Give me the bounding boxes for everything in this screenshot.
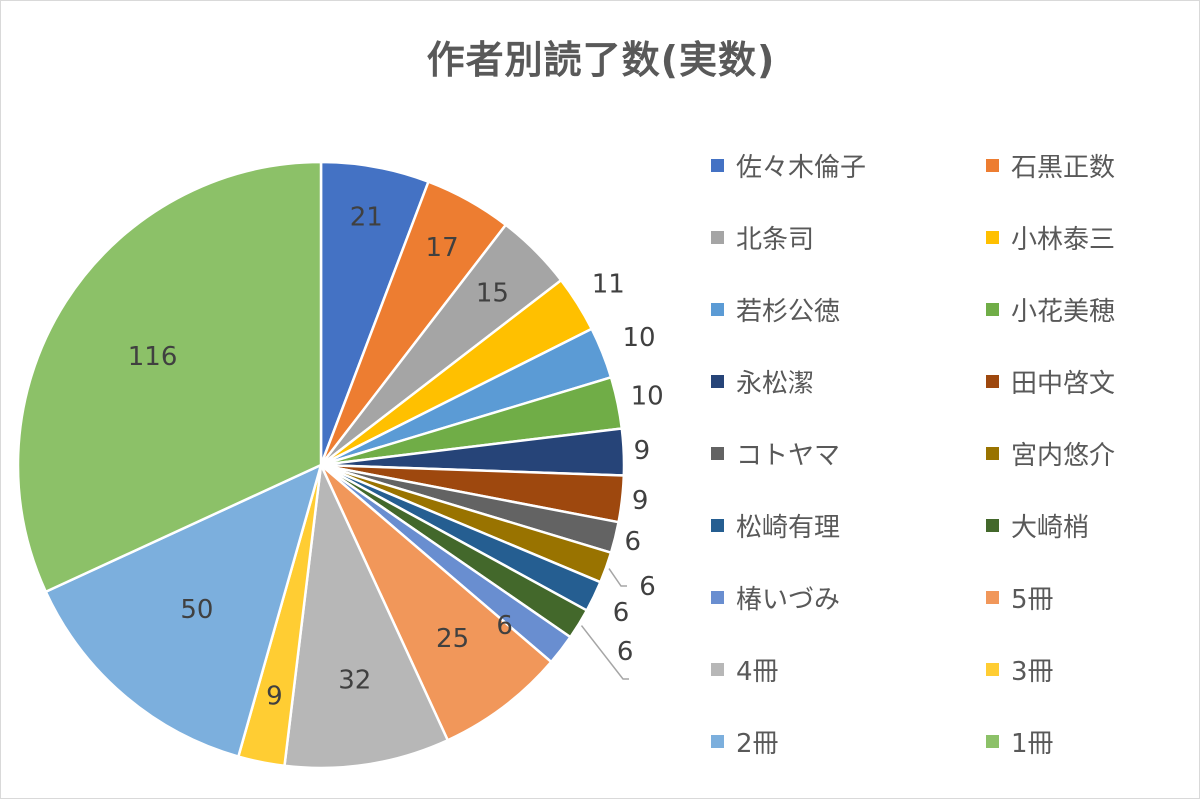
- data-label-18: 116: [128, 342, 178, 372]
- data-label-14: 25: [436, 624, 469, 654]
- legend-item-8: 田中啓文: [986, 363, 1115, 399]
- legend-swatch: [986, 446, 999, 460]
- legend-item-5: 若杉公徳: [711, 291, 840, 327]
- legend-swatch: [711, 374, 724, 388]
- data-label-13: 6: [496, 611, 513, 641]
- data-label-3: 15: [476, 279, 509, 309]
- data-label-6: 10: [631, 382, 664, 412]
- legend-item-17: 2冊: [711, 723, 779, 759]
- pie-slice-17: [44, 463, 323, 758]
- legend-label: 北条司: [736, 224, 815, 255]
- legend-label: 石黒正数: [1011, 152, 1116, 183]
- data-label-11: 6: [613, 598, 630, 628]
- legend-label: 大崎梢: [1011, 512, 1090, 543]
- legend-label: 佐々木倫子: [736, 152, 867, 183]
- legend-swatch: [711, 158, 724, 172]
- legend-swatch: [986, 518, 999, 532]
- legend-swatch: [986, 230, 999, 244]
- legend-label: 若杉公徳: [736, 296, 841, 327]
- legend-label: 椿いづみ: [736, 584, 841, 615]
- data-label-2: 17: [426, 233, 459, 263]
- legend-item-12: 大崎梢: [986, 507, 1089, 543]
- data-label-16: 9: [266, 682, 283, 712]
- data-label-8: 9: [632, 486, 649, 516]
- legend-swatch: [711, 662, 724, 676]
- data-label-12: 6: [617, 637, 634, 667]
- legend-label: コトヤマ: [736, 440, 841, 471]
- pie-slice-18: [16, 160, 323, 593]
- legend-label: 小花美穂: [1011, 296, 1116, 327]
- legend-label: 5冊: [1011, 584, 1054, 615]
- data-label-4: 11: [592, 269, 625, 299]
- data-label-1: 21: [350, 203, 383, 233]
- legend-swatch: [986, 302, 999, 316]
- legend-item-18: 1冊: [986, 723, 1054, 759]
- legend-item-7: 永松潔: [711, 363, 814, 399]
- pie-slice-14: [319, 463, 553, 742]
- legend-label: 永松潔: [736, 368, 815, 399]
- legend-item-15: 4冊: [711, 651, 779, 687]
- leader-line-12: [580, 625, 629, 680]
- legend-item-14: 5冊: [986, 579, 1054, 615]
- legend-item-4: 小林泰三: [986, 219, 1115, 255]
- data-label-5: 10: [622, 323, 655, 353]
- legend-swatch: [711, 302, 724, 316]
- legend-swatch: [986, 590, 999, 604]
- legend-label: 1冊: [1011, 728, 1054, 759]
- legend-item-16: 3冊: [986, 651, 1054, 687]
- legend-swatch: [986, 158, 999, 172]
- legend-label: 3冊: [1011, 656, 1054, 687]
- data-label-15: 32: [338, 666, 371, 696]
- legend-swatch: [711, 590, 724, 604]
- legend-swatch: [986, 374, 999, 388]
- legend-item-10: 宮内悠介: [986, 435, 1115, 471]
- legend-item-2: 石黒正数: [986, 147, 1115, 183]
- data-label-17: 50: [180, 595, 213, 625]
- data-label-7: 9: [634, 436, 651, 466]
- legend-item-9: コトヤマ: [711, 435, 840, 471]
- legend-label: 田中啓文: [1011, 368, 1116, 399]
- leader-line-10: [608, 568, 627, 587]
- legend-swatch: [711, 734, 724, 748]
- chart-title: 作者別読了数(実数): [426, 38, 776, 82]
- legend-item-13: 椿いづみ: [711, 579, 840, 615]
- legend-item-11: 松崎有理: [711, 507, 840, 543]
- legend-label: 宮内悠介: [1011, 440, 1116, 471]
- data-label-10: 6: [639, 572, 656, 602]
- pie-slice-15: [283, 463, 449, 770]
- legend-item-6: 小花美穂: [986, 291, 1115, 327]
- legend-label: 4冊: [736, 656, 779, 687]
- legend-label: 小林泰三: [1011, 224, 1116, 255]
- legend-swatch: [711, 446, 724, 460]
- legend-label: 2冊: [736, 728, 779, 759]
- legend-swatch: [711, 518, 724, 532]
- legend-swatch: [986, 734, 999, 748]
- legend-label: 松崎有理: [736, 512, 841, 543]
- legend-swatch: [986, 662, 999, 676]
- data-label-9: 6: [625, 527, 642, 557]
- legend-item-1: 佐々木倫子: [711, 147, 866, 183]
- legend-item-3: 北条司: [711, 219, 814, 255]
- legend-swatch: [711, 230, 724, 244]
